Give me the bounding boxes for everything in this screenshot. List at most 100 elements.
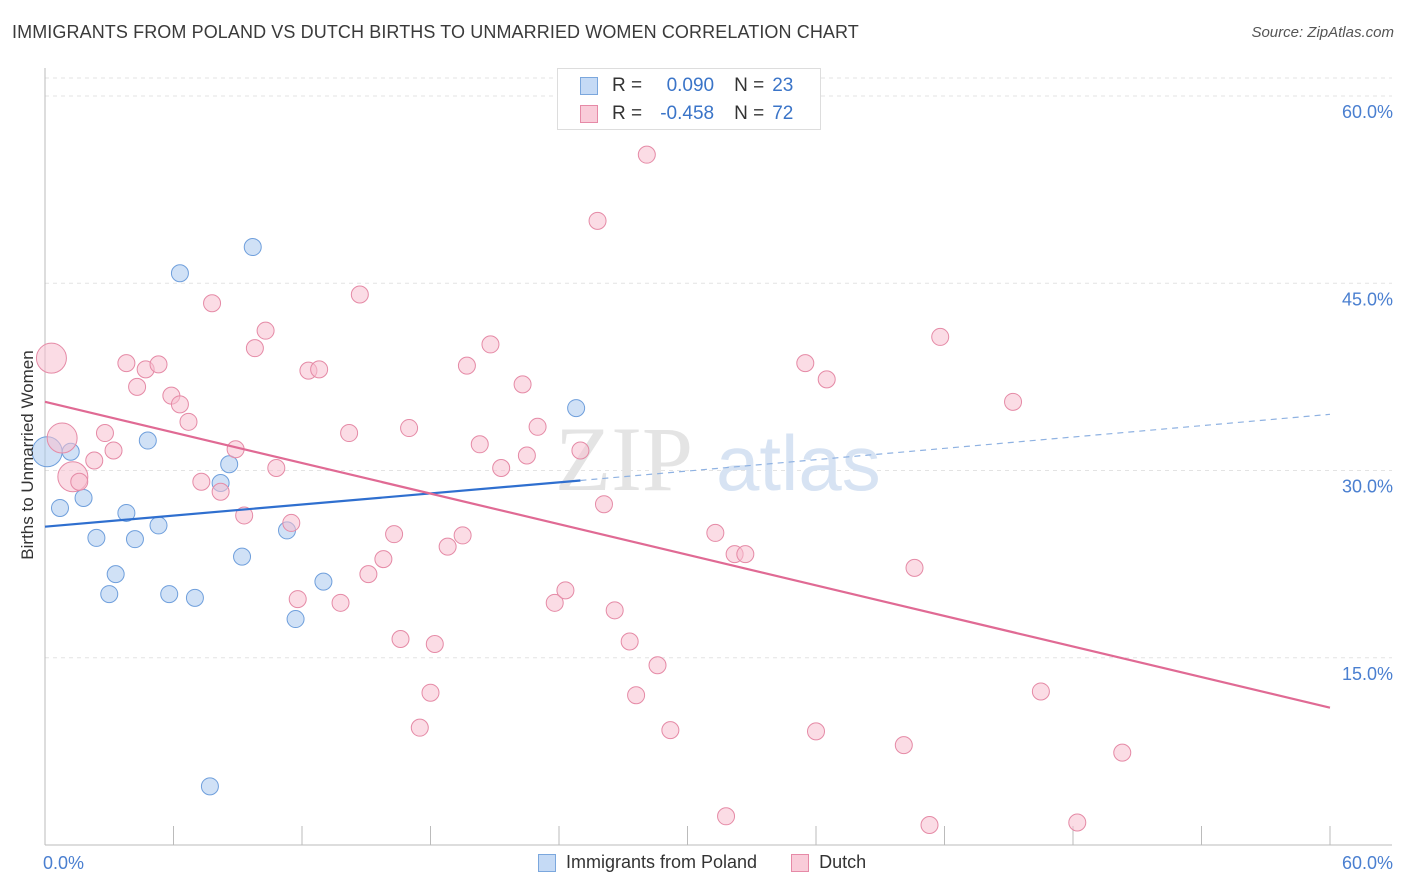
dutch-point <box>556 581 575 600</box>
dutch-point <box>807 722 825 741</box>
dutch-n-value: 72 <box>772 103 794 124</box>
dutch-point <box>46 422 78 454</box>
dutch-point <box>282 513 301 532</box>
dutch-point <box>481 335 500 354</box>
dutch-point <box>235 506 254 525</box>
dutch-point <box>453 526 472 545</box>
y-tick-label: 45.0% <box>1342 289 1393 309</box>
poland-point <box>106 565 125 584</box>
poland-point <box>200 777 219 796</box>
dutch-point <box>648 656 667 675</box>
poland-n-value: 23 <box>772 75 794 96</box>
y-axis-label: Births to Unmarried Women <box>18 350 37 560</box>
r-label: R = <box>612 75 643 96</box>
dutch-point <box>920 816 939 835</box>
dutch-point <box>620 632 639 651</box>
dutch-point <box>796 354 815 373</box>
dutch-point <box>594 495 613 514</box>
dutch-point <box>391 630 410 649</box>
dutch-point <box>706 523 725 542</box>
poland-point <box>314 572 333 591</box>
dutch-point <box>359 565 378 584</box>
watermark-atlas: atlas <box>716 419 881 507</box>
dutch-point <box>528 417 547 436</box>
dutch-point <box>104 441 123 460</box>
dutch-point <box>492 459 511 478</box>
dutch-point <box>513 375 532 394</box>
n-label: N = <box>734 75 765 96</box>
gridlines <box>45 77 1392 659</box>
dutch-swatch <box>580 105 598 123</box>
poland-point <box>149 516 168 535</box>
dutch-point <box>331 593 350 612</box>
poland-point <box>125 530 144 549</box>
dutch-point <box>661 721 680 740</box>
data-points <box>31 145 1132 835</box>
legend-swatch-poland <box>538 853 556 872</box>
dutch-point <box>571 441 590 460</box>
dutch-point <box>817 370 836 389</box>
dutch-point <box>410 718 429 737</box>
poland-point <box>233 547 252 566</box>
dutch-point <box>1004 392 1023 411</box>
stats-row-poland: R = 0.090 N = 23 <box>580 75 793 97</box>
dutch-trend-line <box>44 400 1331 709</box>
dutch-point <box>717 807 736 826</box>
poland-swatch <box>580 77 598 95</box>
source-note: Source: ZipAtlas.com <box>1251 24 1394 41</box>
dutch-point <box>385 525 404 544</box>
dutch-point <box>400 419 419 438</box>
dutch-point <box>70 472 89 491</box>
dutch-point <box>179 412 198 431</box>
poland-point <box>286 610 305 629</box>
dutch-point <box>192 472 211 491</box>
dutch-point <box>517 446 536 465</box>
legend-item-dutch[interactable]: Dutch <box>791 852 866 873</box>
legend-label-dutch: Dutch <box>819 852 867 872</box>
dutch-r-value: -0.458 <box>660 103 715 124</box>
dutch-point <box>605 601 624 620</box>
dutch-point <box>310 360 329 379</box>
legend-label-poland: Immigrants from Poland <box>566 852 758 872</box>
dutch-point <box>931 327 950 346</box>
legend-swatch-dutch <box>791 853 810 872</box>
dutch-point <box>894 736 913 755</box>
dutch-point <box>95 424 114 443</box>
y-tick-label: 60.0% <box>1342 102 1393 122</box>
dutch-point <box>149 355 168 374</box>
poland-point <box>74 488 93 507</box>
dutch-point <box>288 590 307 609</box>
dutch-point <box>128 377 147 396</box>
dutch-point <box>117 354 136 373</box>
poland-point <box>170 264 189 283</box>
x-tick-label: 60.0% <box>1342 853 1393 873</box>
tick-labels: 15.0% 30.0% 45.0% 60.0% 0.0% 60.0% <box>43 102 1393 873</box>
poland-point <box>243 238 262 257</box>
legend-item-poland[interactable]: Immigrants from Poland <box>538 852 757 873</box>
dutch-point <box>1031 682 1050 701</box>
poland-point <box>185 588 204 607</box>
dutch-point <box>170 395 189 414</box>
poland-trend-line <box>44 479 581 528</box>
y-tick-label: 15.0% <box>1342 664 1393 684</box>
dutch-point <box>267 459 286 478</box>
poland-point <box>117 503 136 522</box>
dutch-point <box>425 635 444 654</box>
dutch-point <box>470 435 489 454</box>
x-tick-label: 0.0% <box>43 853 84 873</box>
dutch-point <box>457 356 476 375</box>
dutch-point <box>905 558 924 577</box>
dutch-point <box>374 550 393 569</box>
chart-title: IMMIGRANTS FROM POLAND VS DUTCH BIRTHS T… <box>12 22 859 42</box>
poland-point <box>567 399 586 418</box>
dutch-point <box>421 683 440 702</box>
dutch-point <box>211 482 230 501</box>
dutch-point <box>736 545 755 564</box>
r-label: R = <box>612 103 643 124</box>
dutch-point <box>438 537 457 556</box>
trend-lines <box>44 400 1331 709</box>
stats-legend: R = 0.090 N = 23 R = -0.458 N = 72 <box>557 68 821 130</box>
dutch-point <box>35 342 67 374</box>
dutch-point <box>1068 813 1087 832</box>
